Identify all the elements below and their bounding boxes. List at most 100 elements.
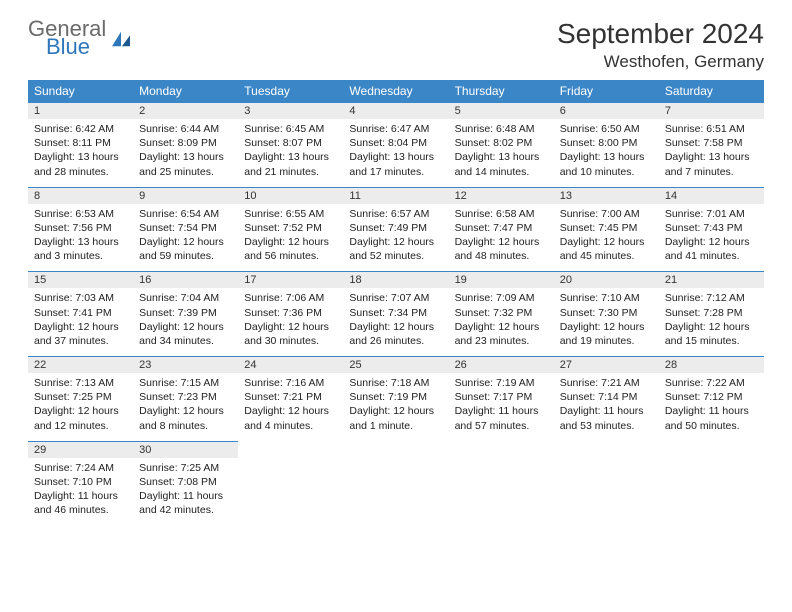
day-cell: Sunrise: 6:44 AMSunset: 8:09 PMDaylight:…: [133, 119, 238, 187]
daylight-text-2: and 10 minutes.: [560, 165, 653, 179]
day-number: 6: [554, 103, 659, 120]
day-number: 15: [28, 272, 133, 289]
daylight-text: Daylight: 12 hours: [455, 320, 548, 334]
day-cell: [554, 458, 659, 526]
sunrise-text: Sunrise: 6:44 AM: [139, 122, 232, 136]
sunrise-text: Sunrise: 7:21 AM: [560, 376, 653, 390]
day-header: Thursday: [449, 80, 554, 103]
daylight-text: Daylight: 12 hours: [665, 235, 758, 249]
daylight-text-2: and 57 minutes.: [455, 419, 548, 433]
sunrise-text: Sunrise: 7:07 AM: [349, 291, 442, 305]
sunset-text: Sunset: 8:11 PM: [34, 136, 127, 150]
sunrise-text: Sunrise: 6:48 AM: [455, 122, 548, 136]
day-number: 24: [238, 357, 343, 374]
sunrise-text: Sunrise: 7:22 AM: [665, 376, 758, 390]
daylight-text-2: and 53 minutes.: [560, 419, 653, 433]
week-number-row: 1234567: [28, 103, 764, 120]
day-cell: Sunrise: 6:53 AMSunset: 7:56 PMDaylight:…: [28, 204, 133, 272]
day-number: 14: [659, 187, 764, 204]
sunset-text: Sunset: 8:07 PM: [244, 136, 337, 150]
sunrise-text: Sunrise: 6:57 AM: [349, 207, 442, 221]
sunset-text: Sunset: 7:08 PM: [139, 475, 232, 489]
daylight-text: Daylight: 13 hours: [665, 150, 758, 164]
day-cell: Sunrise: 7:25 AMSunset: 7:08 PMDaylight:…: [133, 458, 238, 526]
day-cell: Sunrise: 6:48 AMSunset: 8:02 PMDaylight:…: [449, 119, 554, 187]
day-number: 28: [659, 357, 764, 374]
sunrise-text: Sunrise: 7:13 AM: [34, 376, 127, 390]
daylight-text-2: and 48 minutes.: [455, 249, 548, 263]
sunset-text: Sunset: 7:39 PM: [139, 306, 232, 320]
daylight-text-2: and 37 minutes.: [34, 334, 127, 348]
sunrise-text: Sunrise: 7:06 AM: [244, 291, 337, 305]
daylight-text-2: and 30 minutes.: [244, 334, 337, 348]
day-cell: Sunrise: 7:19 AMSunset: 7:17 PMDaylight:…: [449, 373, 554, 441]
day-number: 16: [133, 272, 238, 289]
day-number: 17: [238, 272, 343, 289]
day-number: 5: [449, 103, 554, 120]
daylight-text: Daylight: 11 hours: [34, 489, 127, 503]
sunrise-text: Sunrise: 6:55 AM: [244, 207, 337, 221]
sunrise-text: Sunrise: 7:18 AM: [349, 376, 442, 390]
day-cell: Sunrise: 6:55 AMSunset: 7:52 PMDaylight:…: [238, 204, 343, 272]
sunset-text: Sunset: 7:52 PM: [244, 221, 337, 235]
day-number: [343, 441, 448, 458]
sunset-text: Sunset: 7:32 PM: [455, 306, 548, 320]
sunrise-text: Sunrise: 7:01 AM: [665, 207, 758, 221]
sunrise-text: Sunrise: 6:42 AM: [34, 122, 127, 136]
daylight-text-2: and 1 minute.: [349, 419, 442, 433]
day-number: 11: [343, 187, 448, 204]
day-header: Friday: [554, 80, 659, 103]
sunset-text: Sunset: 8:02 PM: [455, 136, 548, 150]
sunset-text: Sunset: 7:34 PM: [349, 306, 442, 320]
day-cell: Sunrise: 6:50 AMSunset: 8:00 PMDaylight:…: [554, 119, 659, 187]
sunrise-text: Sunrise: 6:53 AM: [34, 207, 127, 221]
daylight-text: Daylight: 12 hours: [665, 320, 758, 334]
sunset-text: Sunset: 7:12 PM: [665, 390, 758, 404]
sunset-text: Sunset: 7:25 PM: [34, 390, 127, 404]
day-cell: Sunrise: 7:00 AMSunset: 7:45 PMDaylight:…: [554, 204, 659, 272]
day-number: 26: [449, 357, 554, 374]
daylight-text: Daylight: 12 hours: [34, 404, 127, 418]
sunset-text: Sunset: 7:54 PM: [139, 221, 232, 235]
day-header: Wednesday: [343, 80, 448, 103]
calendar-table: SundayMondayTuesdayWednesdayThursdayFrid…: [28, 80, 764, 525]
sunset-text: Sunset: 7:10 PM: [34, 475, 127, 489]
day-cell: Sunrise: 7:18 AMSunset: 7:19 PMDaylight:…: [343, 373, 448, 441]
week-body-row: Sunrise: 7:13 AMSunset: 7:25 PMDaylight:…: [28, 373, 764, 441]
daylight-text-2: and 19 minutes.: [560, 334, 653, 348]
day-number: 4: [343, 103, 448, 120]
day-number: 2: [133, 103, 238, 120]
daylight-text-2: and 45 minutes.: [560, 249, 653, 263]
daylight-text-2: and 50 minutes.: [665, 419, 758, 433]
day-cell: Sunrise: 7:01 AMSunset: 7:43 PMDaylight:…: [659, 204, 764, 272]
daylight-text-2: and 12 minutes.: [34, 419, 127, 433]
week-body-row: Sunrise: 7:03 AMSunset: 7:41 PMDaylight:…: [28, 288, 764, 356]
sunset-text: Sunset: 7:41 PM: [34, 306, 127, 320]
daylight-text-2: and 7 minutes.: [665, 165, 758, 179]
daylight-text-2: and 17 minutes.: [349, 165, 442, 179]
day-cell: Sunrise: 7:06 AMSunset: 7:36 PMDaylight:…: [238, 288, 343, 356]
sunrise-text: Sunrise: 6:45 AM: [244, 122, 337, 136]
day-number: [554, 441, 659, 458]
daylight-text: Daylight: 12 hours: [139, 235, 232, 249]
sunrise-text: Sunrise: 6:47 AM: [349, 122, 442, 136]
sunset-text: Sunset: 7:49 PM: [349, 221, 442, 235]
sunrise-text: Sunrise: 7:10 AM: [560, 291, 653, 305]
day-cell: Sunrise: 7:04 AMSunset: 7:39 PMDaylight:…: [133, 288, 238, 356]
sunrise-text: Sunrise: 6:54 AM: [139, 207, 232, 221]
sunset-text: Sunset: 7:36 PM: [244, 306, 337, 320]
day-cell: Sunrise: 7:10 AMSunset: 7:30 PMDaylight:…: [554, 288, 659, 356]
day-cell: Sunrise: 7:15 AMSunset: 7:23 PMDaylight:…: [133, 373, 238, 441]
sunset-text: Sunset: 7:30 PM: [560, 306, 653, 320]
sunrise-text: Sunrise: 7:04 AM: [139, 291, 232, 305]
day-cell: Sunrise: 7:24 AMSunset: 7:10 PMDaylight:…: [28, 458, 133, 526]
sunset-text: Sunset: 7:19 PM: [349, 390, 442, 404]
day-cell: Sunrise: 6:58 AMSunset: 7:47 PMDaylight:…: [449, 204, 554, 272]
calendar-page: General Blue September 2024 Westhofen, G…: [0, 0, 792, 543]
sunrise-text: Sunrise: 7:19 AM: [455, 376, 548, 390]
daylight-text: Daylight: 13 hours: [349, 150, 442, 164]
title-block: September 2024 Westhofen, Germany: [557, 18, 764, 72]
sunset-text: Sunset: 7:47 PM: [455, 221, 548, 235]
day-cell: [238, 458, 343, 526]
day-number: 12: [449, 187, 554, 204]
